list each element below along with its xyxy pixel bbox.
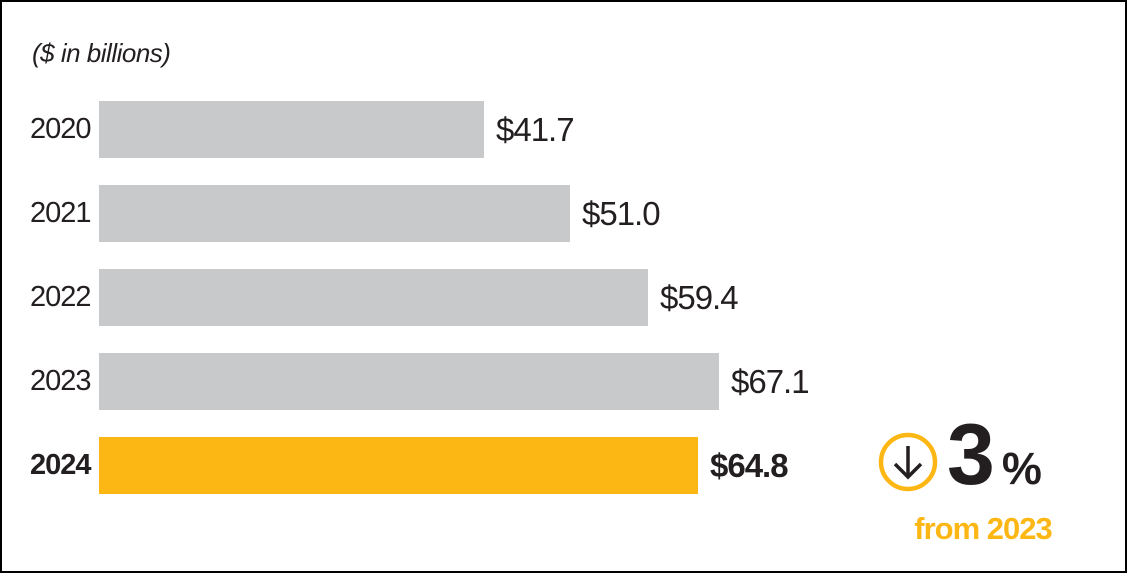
- bar: [99, 353, 719, 410]
- bar: [99, 101, 484, 158]
- change-value: 3: [947, 407, 995, 503]
- year-label: 2024: [30, 449, 92, 481]
- chart-row: 2021 $51.0: [2, 185, 1125, 242]
- value-label: $51.0: [582, 194, 661, 232]
- value-label: $41.7: [496, 110, 575, 148]
- year-label: 2020: [30, 113, 92, 145]
- chart-row: 2023 $67.1: [2, 353, 1125, 410]
- bar: [99, 269, 648, 326]
- chart-row: 2024 $64.8: [2, 437, 1125, 494]
- change-percent-sign: %: [1001, 443, 1042, 494]
- year-label: 2022: [30, 281, 92, 313]
- chart-row: 2020 $41.7: [2, 101, 1125, 158]
- year-label: 2021: [30, 197, 92, 229]
- change-indicator: 3 % from 2023: [878, 407, 1078, 547]
- chart-row: 2022 $59.4: [2, 269, 1125, 326]
- circle-arrow-down-icon: [878, 432, 938, 492]
- bar: [99, 437, 698, 494]
- value-label: $59.4: [660, 278, 739, 316]
- change-caption: from 2023: [914, 511, 1052, 546]
- chart-rows: 2020 $41.7 2021 $51.0 2022 $59.4 2023 $6…: [2, 101, 1125, 521]
- bar: [99, 185, 570, 242]
- year-label: 2023: [30, 365, 92, 397]
- value-label: $64.8: [710, 446, 789, 484]
- change-indicator-row: 3 %: [878, 407, 1078, 503]
- chart-unit-label: ($ in billions): [32, 38, 171, 68]
- value-label: $67.1: [731, 362, 810, 400]
